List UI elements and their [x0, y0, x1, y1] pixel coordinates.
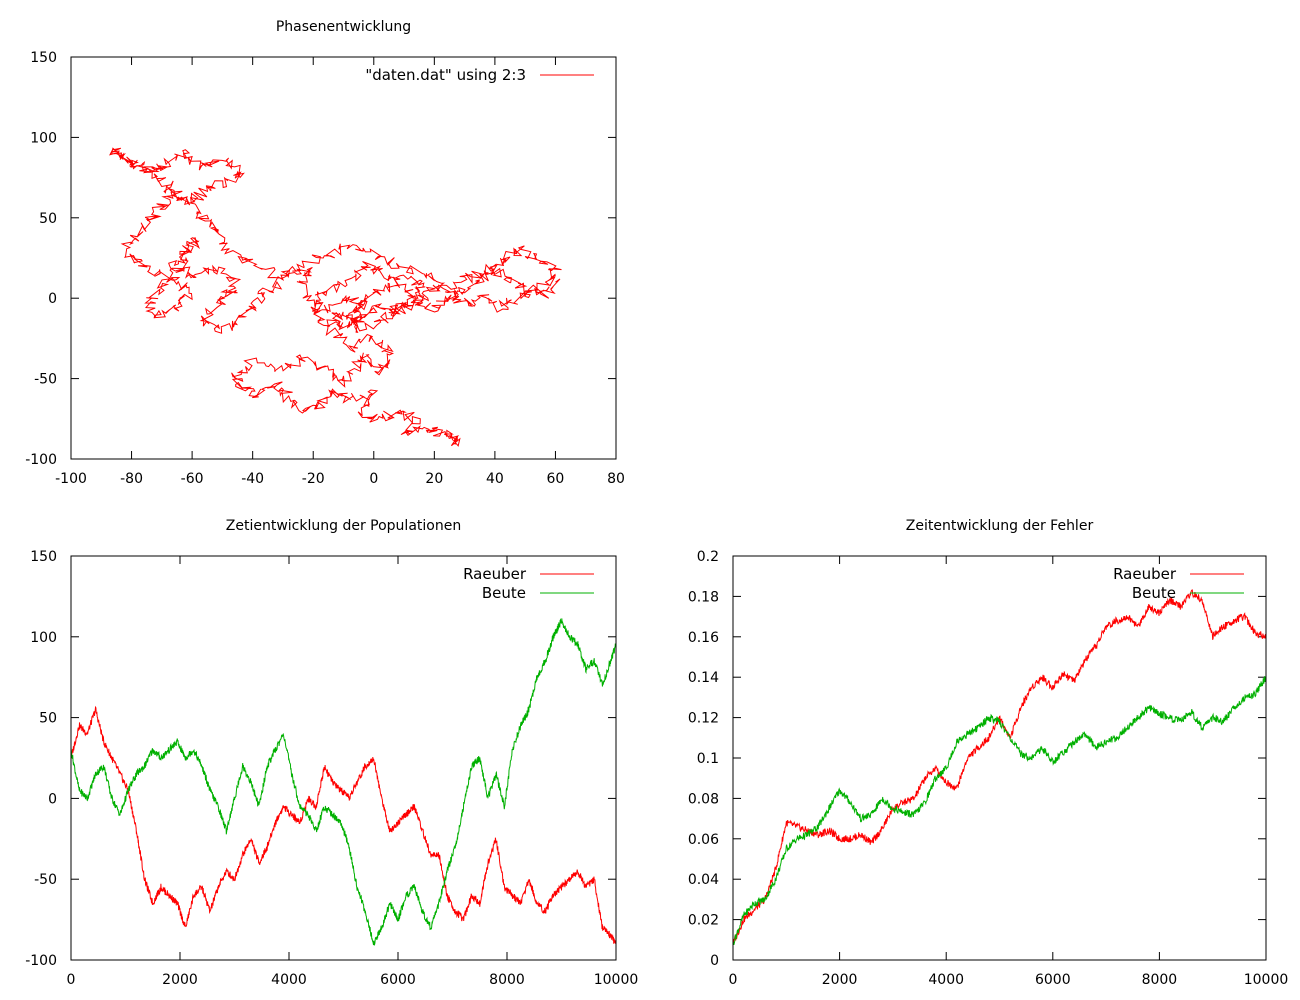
y-tick-label: -100 [25, 452, 57, 468]
chart-2: Zetientwicklung der Populationen 0 2000 400… [25, 518, 638, 988]
legend-label: Raeuber [463, 565, 527, 583]
plot-frame [732, 555, 1267, 961]
x-tick-label: 6000 [380, 972, 416, 988]
y-tick-label: 150 [30, 50, 57, 66]
y-tick-label: -50 [34, 372, 57, 388]
y-tick-label: 0.02 [688, 913, 719, 929]
legend-label: "daten.dat" using 2:3 [365, 66, 526, 84]
y-tick-label: 0.14 [688, 670, 719, 686]
plot-frame [70, 56, 617, 460]
x-tick-label: -100 [55, 471, 87, 487]
y-tick-label: 0.1 [697, 751, 719, 767]
x-tick-label: 8000 [489, 972, 525, 988]
y-tick-label: 0 [48, 791, 57, 807]
series-line-beute [71, 618, 616, 947]
chart-1: Phasenentwicklung -100 -80 -60 -40 -20 0 20 40 60… [25, 19, 625, 487]
x-tick-label: 10000 [1244, 972, 1289, 988]
x-tick-label: 20 [425, 471, 443, 487]
y-tick-label: -50 [34, 872, 57, 888]
y-tick-label: 0.18 [688, 589, 719, 605]
y-tick-label: 0 [48, 291, 57, 307]
legend-label: Raeuber [1113, 565, 1177, 583]
series-line-raeuber [733, 589, 1266, 945]
x-tick-label: 40 [486, 471, 504, 487]
y-tick-label: 0.2 [697, 549, 719, 565]
x-tick-label: 0 [67, 972, 76, 988]
plot-frame [70, 555, 617, 961]
x-tick-label: 6000 [1035, 972, 1071, 988]
x-tick-label: 2000 [162, 972, 198, 988]
x-tick-label: 8000 [1142, 972, 1178, 988]
x-tick-label: 4000 [271, 972, 307, 988]
chart-title: Phasenentwicklung [276, 19, 411, 35]
x-tick-label: -60 [181, 471, 204, 487]
chart-title: Zeitentwicklung der Fehler [906, 518, 1094, 534]
y-tick-label: 0.16 [688, 630, 719, 646]
y-tick-label: 0.08 [688, 791, 719, 807]
x-tick-label: 0 [729, 972, 738, 988]
chart-3: Zeitentwicklung der Fehler 0 2000 4000 6000 8… [688, 518, 1288, 988]
y-tick-label: 50 [39, 711, 57, 727]
series-line--daten-dat-using-2-3 [109, 147, 562, 447]
series-line-raeuber [71, 705, 616, 944]
y-tick-label: 0.06 [688, 832, 719, 848]
y-tick-label: 50 [39, 211, 57, 227]
series-line-beute [733, 676, 1266, 946]
y-tick-label: 150 [30, 549, 57, 565]
x-tick-label: -20 [302, 471, 325, 487]
x-tick-label: 10000 [594, 972, 639, 988]
x-tick-label: 60 [547, 471, 565, 487]
x-tick-label: -80 [120, 471, 143, 487]
y-tick-label: 0.12 [688, 711, 719, 727]
legend-label: Beute [482, 584, 526, 602]
chart-title: Zetientwicklung der Populationen [226, 518, 461, 534]
y-tick-label: 0.04 [688, 872, 719, 888]
y-tick-label: 100 [30, 630, 57, 646]
y-tick-label: -100 [25, 953, 57, 969]
y-tick-label: 0 [710, 953, 719, 969]
x-tick-label: 0 [369, 471, 378, 487]
legend-label: Beute [1132, 584, 1176, 602]
y-tick-label: 100 [30, 130, 57, 146]
x-tick-label: 4000 [928, 972, 964, 988]
x-tick-label: -40 [241, 471, 264, 487]
x-tick-label: 80 [607, 471, 625, 487]
x-tick-label: 2000 [822, 972, 858, 988]
